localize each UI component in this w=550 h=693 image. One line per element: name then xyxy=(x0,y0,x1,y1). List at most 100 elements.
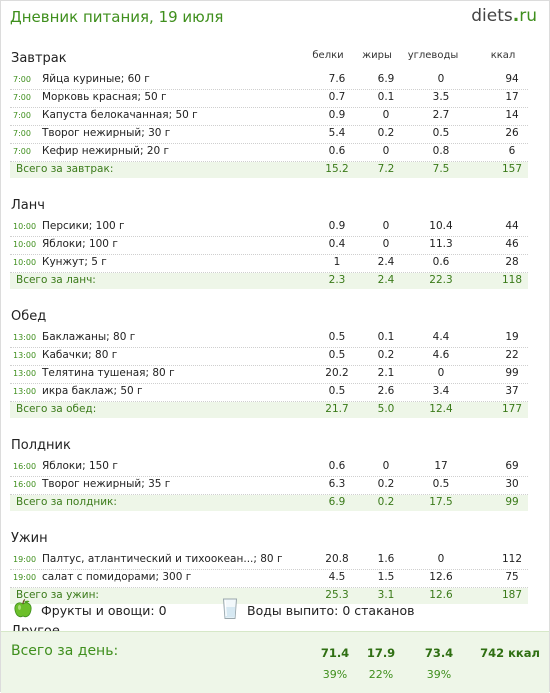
food-fat: 0.2 xyxy=(377,349,395,361)
food-row[interactable]: 13:00 икра баклаж; 50 г 0.5 2.6 3.4 37 xyxy=(10,383,528,402)
food-row[interactable]: 19:00 Палтус, атлантический и тихоокеан..… xyxy=(10,551,528,570)
food-fat: 0 xyxy=(382,460,390,472)
total-kcal: 157 xyxy=(501,163,523,175)
total-carbs: 12.4 xyxy=(429,403,453,415)
apple-icon xyxy=(14,599,32,618)
food-fat: 0 xyxy=(382,220,390,232)
total-carbs: 7.5 xyxy=(432,163,450,175)
meal-total-label: Всего за полдник: xyxy=(16,496,117,508)
food-row[interactable]: 16:00 Яблоки; 150 г 0.6 0 17 69 xyxy=(10,458,528,477)
meal-total-row: Всего за ужин: 25.3 3.1 12.6 187 xyxy=(10,588,528,604)
food-carbs: 2.7 xyxy=(432,109,450,121)
food-name[interactable]: Яблоки; 100 г xyxy=(42,238,118,250)
food-carbs: 3.4 xyxy=(432,385,450,397)
food-name[interactable]: Капуста белокачанная; 50 г xyxy=(42,109,198,121)
food-row[interactable]: 13:00 Кабачки; 80 г 0.5 0.2 4.6 22 xyxy=(10,347,528,366)
total-carbs: 22.3 xyxy=(429,274,453,286)
food-kcal: 22 xyxy=(505,349,519,361)
food-kcal: 99 xyxy=(505,367,519,379)
logo-main: diets xyxy=(471,6,513,26)
day-fat-pct: 22% xyxy=(368,668,394,681)
food-row[interactable]: 7:00 Яйца куриные; 60 г 7.6 6.9 0 94 xyxy=(10,71,528,90)
food-kcal: 37 xyxy=(505,385,519,397)
food-carbs: 17 xyxy=(434,460,448,472)
food-row[interactable]: 13:00 Баклажаны; 80 г 0.5 0.1 4.4 19 xyxy=(10,329,528,348)
food-name[interactable]: Яблоки; 150 г xyxy=(42,460,118,472)
food-time: 7:00 xyxy=(13,75,31,84)
food-carbs: 0.5 xyxy=(432,478,450,490)
food-name[interactable]: Кефир нежирный; 20 г xyxy=(42,145,170,157)
food-row[interactable]: 7:00 Творог нежирный; 30 г 5.4 0.2 0.5 26 xyxy=(10,125,528,144)
food-name[interactable]: Творог нежирный; 30 г xyxy=(42,127,171,139)
food-protein: 7.6 xyxy=(328,73,346,85)
day-carbs: 73.4 xyxy=(424,646,454,660)
food-row[interactable]: 16:00 Творог нежирный; 35 г 6.3 0.2 0.5 30 xyxy=(10,476,528,495)
food-fat: 0.2 xyxy=(377,127,395,139)
food-kcal: 19 xyxy=(505,331,519,343)
food-kcal: 44 xyxy=(505,220,519,232)
total-protein: 15.2 xyxy=(325,163,349,175)
food-row[interactable]: 10:00 Яблоки; 100 г 0.4 0 11.3 46 xyxy=(10,236,528,255)
food-time: 7:00 xyxy=(13,93,31,102)
meal-title: Ужин xyxy=(11,531,48,546)
food-name[interactable]: Яйца куриные; 60 г xyxy=(42,73,150,85)
food-kcal: 75 xyxy=(505,571,519,583)
food-fat: 0 xyxy=(382,109,390,121)
food-time: 10:00 xyxy=(13,222,37,231)
food-name[interactable]: Палтус, атлантический и тихоокеан...; 80… xyxy=(42,553,283,565)
food-row[interactable]: 10:00 Кунжут; 5 г 1 2.4 0.6 28 xyxy=(10,254,528,273)
logo-tld: ru xyxy=(519,6,537,26)
food-name[interactable]: икра баклаж; 50 г xyxy=(42,385,143,397)
food-kcal: 94 xyxy=(505,73,519,85)
total-carbs: 17.5 xyxy=(429,496,453,508)
total-kcal: 187 xyxy=(501,589,523,601)
total-fat: 0.2 xyxy=(377,496,395,508)
food-time: 7:00 xyxy=(13,111,31,120)
food-row[interactable]: 7:00 Морковь красная; 50 г 0.7 0.1 3.5 17 xyxy=(10,89,528,108)
food-name[interactable]: Морковь красная; 50 г xyxy=(42,91,167,103)
food-time: 7:00 xyxy=(13,147,31,156)
food-time: 13:00 xyxy=(13,351,37,360)
total-protein: 21.7 xyxy=(325,403,349,415)
food-row[interactable]: 10:00 Персики; 100 г 0.9 0 10.4 44 xyxy=(10,218,528,237)
food-fat: 2.1 xyxy=(377,367,395,379)
food-carbs: 12.6 xyxy=(429,571,453,583)
food-kcal: 69 xyxy=(505,460,519,472)
food-carbs: 0.6 xyxy=(432,256,450,268)
food-kcal: 6 xyxy=(508,145,516,157)
food-time: 7:00 xyxy=(13,129,31,138)
day-protein-pct: 39% xyxy=(322,668,348,681)
food-name[interactable]: Телятина тушеная; 80 г xyxy=(42,367,175,379)
day-kcal: 742 ккал xyxy=(480,646,540,660)
food-name[interactable]: салат с помидорами; 300 г xyxy=(42,571,192,583)
food-name[interactable]: Творог нежирный; 35 г xyxy=(42,478,171,490)
food-protein: 5.4 xyxy=(328,127,346,139)
food-name[interactable]: Персики; 100 г xyxy=(42,220,125,232)
total-kcal: 99 xyxy=(505,496,519,508)
food-row[interactable]: 7:00 Капуста белокачанная; 50 г 0.9 0 2.7 14 xyxy=(10,107,528,126)
food-time: 16:00 xyxy=(13,462,37,471)
food-name[interactable]: Баклажаны; 80 г xyxy=(42,331,136,343)
meal-title: Ланч xyxy=(11,198,45,213)
site-logo[interactable]: diets.ru xyxy=(471,6,537,26)
food-kcal: 112 xyxy=(501,553,523,565)
column-headers: белки жиры углеводы ккал xyxy=(1,50,549,62)
food-time: 13:00 xyxy=(13,333,37,342)
food-protein: 0.6 xyxy=(328,460,346,472)
food-row[interactable]: 19:00 салат с помидорами; 300 г 4.5 1.5 12.6… xyxy=(10,569,528,588)
col-fat: жиры xyxy=(362,50,392,61)
food-row[interactable]: 7:00 Кефир нежирный; 20 г 0.6 0 0.8 6 xyxy=(10,143,528,162)
food-kcal: 28 xyxy=(505,256,519,268)
food-carbs: 11.3 xyxy=(429,238,453,250)
logo-dot: . xyxy=(512,6,520,26)
food-carbs: 3.5 xyxy=(432,91,450,103)
food-name[interactable]: Кунжут; 5 г xyxy=(42,256,107,268)
day-carbs-pct: 39% xyxy=(426,668,452,681)
food-name[interactable]: Кабачки; 80 г xyxy=(42,349,118,361)
food-row[interactable]: 13:00 Телятина тушеная; 80 г 20.2 2.1 0 99 xyxy=(10,365,528,384)
total-fat: 5.0 xyxy=(377,403,395,415)
food-fat: 1.5 xyxy=(377,571,395,583)
food-protein: 0.9 xyxy=(328,109,346,121)
food-protein: 20.2 xyxy=(325,367,349,379)
